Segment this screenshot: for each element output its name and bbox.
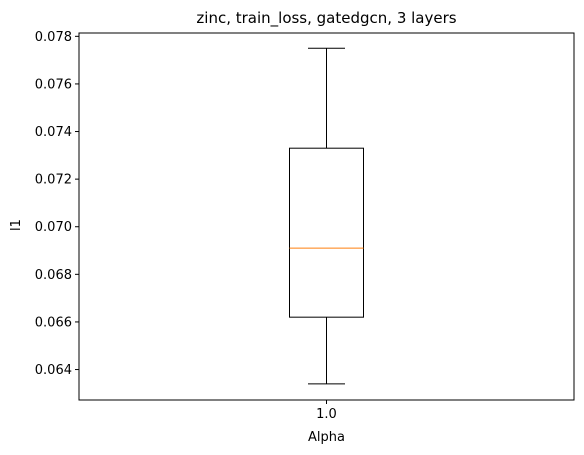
y-tick-label: 0.072 bbox=[35, 173, 72, 188]
chart-title: zinc, train_loss, gatedgcn, 3 layers bbox=[196, 9, 456, 28]
x-axis-label: Alpha bbox=[308, 430, 345, 445]
y-tick-label: 0.070 bbox=[35, 220, 72, 235]
y-tick-label: 0.064 bbox=[35, 363, 72, 378]
y-tick-label: 0.078 bbox=[35, 30, 72, 45]
y-tick-label: 0.068 bbox=[35, 268, 72, 283]
y-tick-label: 0.066 bbox=[35, 315, 72, 330]
iqr-box bbox=[289, 147, 364, 318]
x-tick-label: 1.0 bbox=[316, 407, 337, 422]
y-axis-label: l1 bbox=[9, 219, 24, 231]
y-axis: 0.064 0.066 0.068 0.070 0.072 0.074 0.076 0.078 bbox=[35, 30, 79, 378]
y-tick-label: 0.074 bbox=[35, 125, 72, 140]
x-axis: 1.0 bbox=[316, 400, 337, 422]
plot-area bbox=[78, 32, 575, 401]
box-group bbox=[289, 47, 364, 385]
y-tick-label: 0.076 bbox=[35, 77, 72, 92]
